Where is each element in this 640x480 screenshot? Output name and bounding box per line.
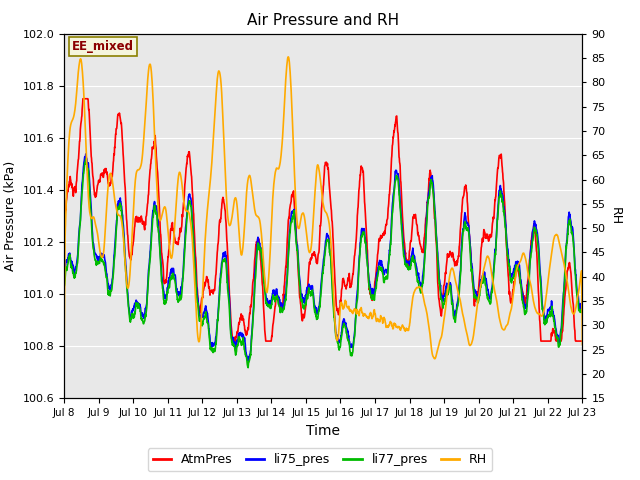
AtmPres (60, 222, 68, 228)
Y-axis label: Air Pressure (kPa): Air Pressure (kPa) (4, 161, 17, 271)
Legend: AtmPres, li75_pres, li77_pres, RH: AtmPres, li75_pres, li77_pres, RH (148, 448, 492, 471)
RH (299, 210, 307, 216)
li77_pres (579, 303, 586, 309)
li75_pres (299, 300, 307, 305)
AtmPres (564, 268, 572, 274)
AtmPres (564, 265, 572, 271)
li77_pres (299, 304, 307, 310)
li77_pres (87, 207, 95, 213)
li77_pres (313, 316, 321, 322)
RH (579, 342, 586, 348)
AtmPres (229, 338, 237, 344)
li77_pres (564, 231, 572, 237)
AtmPres (87, 144, 95, 149)
AtmPres (299, 314, 307, 320)
li75_pres (244, 358, 252, 364)
Title: Air Pressure and RH: Air Pressure and RH (247, 13, 399, 28)
li75_pres (564, 224, 572, 229)
li75_pres (82, 151, 90, 157)
li75_pres (579, 298, 586, 304)
AtmPres (313, 259, 321, 265)
li77_pres (564, 231, 572, 237)
RH (564, 281, 572, 287)
AtmPres (579, 338, 586, 344)
Line: li75_pres: li75_pres (64, 154, 582, 361)
li75_pres (60, 280, 68, 286)
li77_pres (469, 279, 477, 285)
RH (60, 360, 68, 366)
RH (86, 213, 94, 219)
AtmPres (79, 96, 87, 102)
Line: RH: RH (64, 57, 582, 363)
li75_pres (469, 272, 477, 277)
RH (312, 171, 320, 177)
li75_pres (87, 197, 95, 203)
Y-axis label: RH: RH (609, 207, 622, 225)
RH (285, 54, 292, 60)
li77_pres (60, 286, 68, 291)
Line: AtmPres: AtmPres (64, 99, 582, 341)
AtmPres (469, 280, 477, 286)
Text: EE_mixed: EE_mixed (72, 40, 134, 53)
RH (563, 280, 571, 286)
Line: li77_pres: li77_pres (64, 159, 582, 368)
li77_pres (244, 365, 252, 371)
X-axis label: Time: Time (306, 424, 340, 438)
RH (468, 338, 476, 344)
li77_pres (82, 156, 90, 162)
li75_pres (564, 226, 572, 232)
li75_pres (313, 309, 321, 315)
